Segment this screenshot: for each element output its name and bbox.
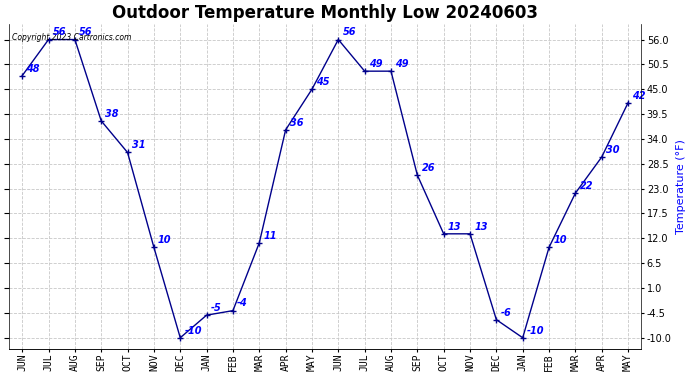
Text: 10: 10: [158, 235, 172, 245]
Text: -5: -5: [210, 303, 221, 313]
Text: 48: 48: [26, 63, 40, 74]
Text: 42: 42: [632, 91, 646, 101]
Text: -10: -10: [184, 326, 202, 336]
Text: 56: 56: [79, 27, 92, 38]
Text: 10: 10: [553, 235, 566, 245]
Text: 38: 38: [106, 109, 119, 119]
Text: 26: 26: [422, 163, 435, 173]
Text: 45: 45: [316, 77, 330, 87]
Text: 13: 13: [448, 222, 462, 232]
Text: -4: -4: [237, 298, 248, 309]
Title: Outdoor Temperature Monthly Low 20240603: Outdoor Temperature Monthly Low 20240603: [112, 4, 538, 22]
Text: 31: 31: [132, 140, 145, 150]
Text: 13: 13: [474, 222, 488, 232]
Text: 56: 56: [52, 27, 66, 38]
Text: 49: 49: [369, 59, 382, 69]
Text: Copyright 2023 Cartronics.com: Copyright 2023 Cartronics.com: [12, 33, 132, 42]
Text: 11: 11: [264, 231, 277, 241]
Text: 56: 56: [342, 27, 356, 38]
Text: 30: 30: [606, 145, 620, 155]
Text: 22: 22: [580, 181, 593, 191]
Text: -10: -10: [527, 326, 544, 336]
Y-axis label: Temperature (°F): Temperature (°F): [676, 139, 686, 234]
Text: -6: -6: [500, 308, 511, 318]
Text: 49: 49: [395, 59, 408, 69]
Text: 36: 36: [290, 118, 304, 128]
